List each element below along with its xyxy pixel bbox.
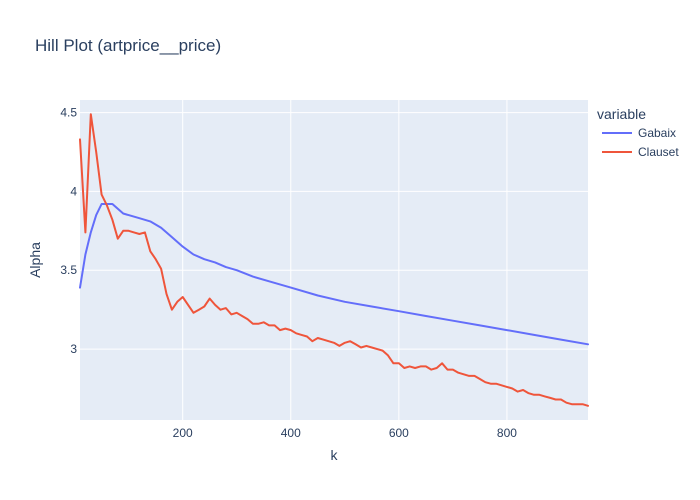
y-tick-label: 4.5 (60, 106, 77, 120)
series-lines (79, 113, 589, 407)
series-line-clauset (79, 113, 589, 407)
chart-title: Hill Plot (artprice__price) (35, 36, 221, 55)
legend-title: variable (597, 106, 646, 122)
legend[interactable]: variable Gabaix Clauset (597, 106, 679, 159)
y-axis-ticks: 3 3.5 4 4.5 (60, 106, 77, 356)
legend-label: Clauset (638, 145, 679, 159)
legend-item-clauset[interactable]: Clauset (602, 145, 679, 159)
x-tick-label: 200 (173, 426, 193, 440)
plot-area (80, 100, 588, 420)
y-tick-label: 4 (70, 184, 77, 198)
x-tick-label: 800 (497, 426, 517, 440)
grid-lines (80, 100, 588, 420)
x-tick-label: 600 (389, 426, 409, 440)
x-axis-ticks: 200 400 600 800 (173, 426, 518, 440)
legend-label: Gabaix (638, 126, 676, 140)
series-line-gabaix (79, 203, 589, 346)
x-tick-label: 400 (281, 426, 301, 440)
legend-items[interactable]: Gabaix Clauset (602, 126, 679, 159)
y-tick-label: 3.5 (60, 263, 77, 277)
y-axis-title: Alpha (27, 242, 43, 278)
x-axis-title: k (331, 447, 339, 463)
y-tick-label: 3 (70, 342, 77, 356)
legend-item-gabaix[interactable]: Gabaix (602, 126, 676, 140)
